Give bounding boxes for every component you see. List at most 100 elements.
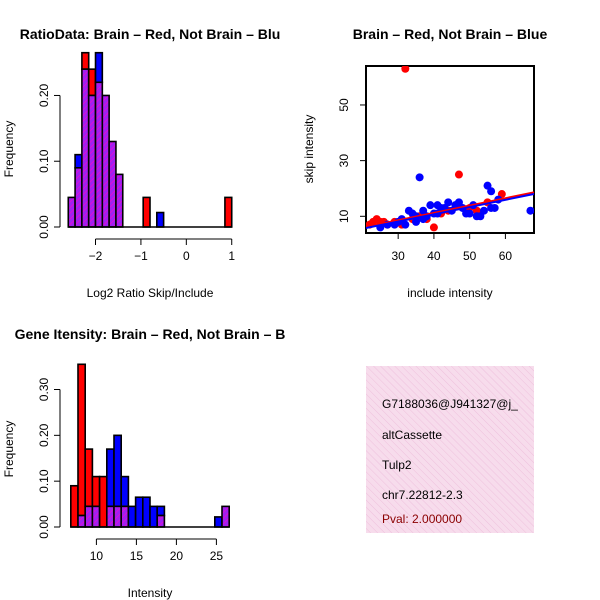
gene-intensity-histogram-bar-overlap: [221, 505, 230, 528]
p-value: Pval: 2.000000: [382, 512, 462, 526]
ratio-histogram-x-tick-label: −1: [134, 249, 148, 263]
ratio-histogram-bar-overlap: [67, 196, 76, 228]
gene-intensity-histogram-y-tick-label: 0.30: [37, 377, 51, 401]
scatter-point-not-brain: [487, 187, 496, 196]
gene-intensity-histogram-bar-brain: [98, 475, 108, 528]
scatter-point-not-brain: [444, 198, 453, 207]
gene-intensity-histogram-xlabel: Intensity: [128, 586, 173, 600]
gene-intensity-histogram-bar-brain: [77, 363, 86, 517]
intensity-scatter-points: [366, 66, 534, 232]
ratio-histogram-bar-not-brain: [156, 211, 165, 228]
ratio-histogram-bar-overlap: [94, 81, 104, 228]
intensity-scatter-box: [365, 65, 535, 234]
intensity-scatter-axes: 30 40 50 60 10 30 50: [337, 98, 512, 263]
scatter-point-not-brain: [415, 173, 424, 182]
scatter-point-not-brain: [526, 206, 534, 215]
intensity-scatter-x-tick-label: 30: [391, 249, 405, 263]
ratio-histogram-x-tick-label: −2: [89, 249, 103, 263]
gene-intensity-histogram-bar-not-brain: [142, 496, 151, 528]
gene-intensity-histogram-bar-not-brain: [120, 475, 130, 508]
intensity-scatter-y-tick-label: 30: [337, 154, 351, 168]
intensity-scatter-y-tick-label: 50: [337, 98, 351, 112]
fit-line-not-brain: [366, 193, 534, 229]
info-panel-background: [366, 366, 534, 533]
gene-intensity-histogram-y-tick-label: 0.10: [37, 469, 51, 493]
gene-intensity-histogram-bar-overlap: [84, 505, 94, 528]
scatter-point-brain: [454, 170, 463, 179]
scatter-point-not-brain: [490, 203, 499, 212]
intensity-scatter-title: Brain – Red, Not Brain – Blue: [353, 26, 548, 42]
ratio-histogram-bar-not-brain: [74, 153, 83, 169]
gene-intensity-histogram-bar-not-brain: [134, 496, 144, 528]
gene-intensity-histogram-y-tick-label: 0.00: [37, 515, 51, 539]
gene-intensity-histogram-bar-overlap: [120, 505, 130, 528]
gene-intensity-histogram: Gene Itensity: Brain – Red, Not Brain – …: [2, 326, 285, 600]
intensity-scatter-y-tick-label: 10: [337, 209, 351, 223]
ratio-histogram-y-tick-label: 0.00: [37, 215, 51, 239]
ratio-histogram-y-tick-label: 0.20: [37, 83, 51, 107]
ratio-histogram-xlabel: Log2 Ratio Skip/Include: [87, 286, 214, 300]
event-type: altCassette: [382, 428, 442, 442]
intensity-scatter-xlabel: include intensity: [407, 286, 492, 300]
ratio-histogram-x-tick-label: 0: [183, 249, 190, 263]
ratio-histogram-bar-overlap: [108, 140, 117, 228]
intensity-scatter-x-tick-label: 60: [499, 249, 513, 263]
gene-intensity-histogram-x-tick-label: 15: [130, 549, 144, 563]
intensity-scatter-x-tick-label: 40: [427, 249, 441, 263]
gene-intensity-histogram-bar-overlap: [113, 505, 122, 528]
ratio-histogram-bar-brain: [87, 68, 97, 97]
ratio-histogram-bar-overlap: [74, 167, 83, 228]
ratio-histogram-x-tick-label: 1: [228, 249, 235, 263]
intensity-scatter-x-tick-label: 50: [463, 249, 477, 263]
gene-intensity-histogram-x-tick-label: 20: [170, 549, 184, 563]
genomic-location: chr7.22812-2.3: [382, 488, 463, 502]
scatter-point-not-brain: [479, 206, 488, 215]
gene-intensity-histogram-bar-not-brain: [214, 516, 223, 528]
ratio-histogram-bar-overlap: [115, 173, 124, 228]
intensity-scatter-ylabel: skip intensity: [302, 115, 316, 184]
gene-intensity-histogram-axes: 10 15 20 25 0.00 0.10 0.20 0.30: [37, 377, 223, 563]
gene-intensity-histogram-bar-brain: [70, 484, 79, 528]
scatter-point-brain: [401, 66, 410, 73]
ratio-histogram-axes: −2 −1 0 1 0.00 0.10 0.20: [37, 83, 235, 263]
scatter-point-not-brain: [426, 201, 435, 210]
ratio-histogram-title: RatioData: Brain – Red, Not Brain – Blu: [20, 26, 281, 42]
info-panel: G7188036@J941327@j_ altCassette Tulp2 ch…: [366, 366, 534, 533]
intensity-scatter: Brain – Red, Not Brain – Blue 30 40 50 60 10…: [302, 26, 547, 300]
scatter-point-not-brain: [465, 209, 474, 218]
gene-symbol: Tulp2: [382, 458, 412, 472]
event-id: G7188036@J941327@j_: [382, 397, 518, 411]
gene-intensity-histogram-y-tick-label: 0.20: [37, 423, 51, 447]
gene-intensity-histogram-x-tick-label: 25: [210, 549, 224, 563]
gene-intensity-histogram-bar-not-brain: [149, 505, 158, 528]
gene-intensity-histogram-bar-overlap: [106, 505, 115, 528]
gene-intensity-histogram-ylabel: Frequency: [2, 421, 16, 478]
gene-intensity-histogram-bar-overlap: [77, 514, 86, 528]
gene-intensity-histogram-bar-not-brain: [113, 434, 122, 508]
ratio-histogram-bar-not-brain: [94, 51, 104, 84]
gene-intensity-histogram-bar-not-brain: [156, 505, 166, 517]
scatter-point-brain: [429, 223, 438, 232]
gene-intensity-histogram-x-tick-label: 10: [90, 549, 104, 563]
fit-line-brain: [366, 191, 534, 228]
ratio-histogram-bar-overlap: [87, 94, 97, 228]
ratio-histogram-bar-brain: [81, 51, 90, 70]
gene-intensity-histogram-bar-not-brain: [106, 448, 115, 508]
ratio-histogram-bar-overlap: [81, 68, 90, 228]
scatter-point-not-brain: [412, 217, 421, 226]
ratio-histogram-bars: [67, 51, 233, 228]
gene-intensity-histogram-bar-overlap: [91, 505, 101, 528]
gene-intensity-histogram-bar-brain: [91, 475, 101, 508]
scatter-point-not-brain: [401, 220, 410, 229]
ratio-histogram-bar-brain: [142, 196, 151, 228]
gene-intensity-histogram-title: Gene Itensity: Brain – Red, Not Brain – …: [15, 326, 286, 342]
ratio-histogram-bar-brain: [224, 196, 233, 228]
ratio-histogram: RatioData: Brain – Red, Not Brain – Blu …: [2, 26, 280, 300]
gene-intensity-histogram-bar-overlap: [156, 514, 166, 528]
ratio-histogram-bar-overlap: [101, 94, 110, 228]
gene-intensity-histogram-bar-not-brain: [127, 505, 137, 528]
gene-intensity-histogram-bars: [70, 363, 230, 528]
ratio-histogram-ylabel: Frequency: [2, 121, 16, 178]
ratio-histogram-y-tick-label: 0.10: [37, 149, 51, 173]
